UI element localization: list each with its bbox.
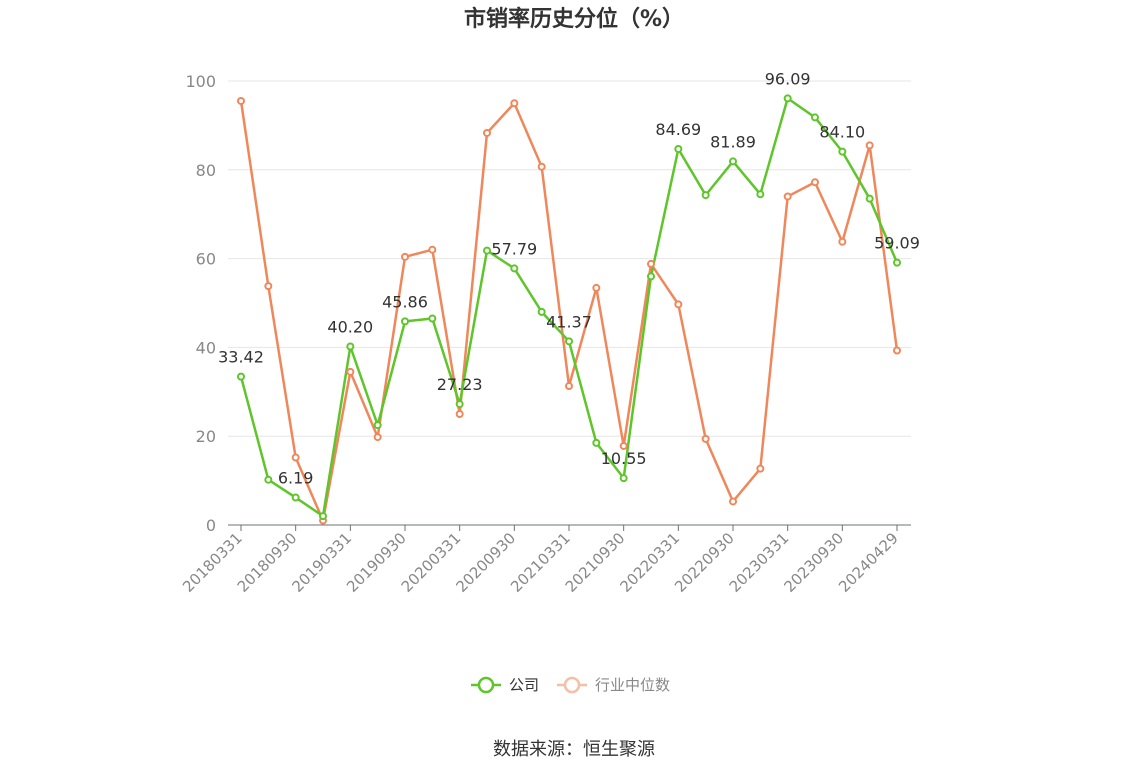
y-tick-label: 40 [196,338,216,357]
data-point[interactable] [619,441,628,450]
data-point[interactable] [647,259,655,268]
legend-item[interactable]: 行业中位数 [557,676,670,694]
data-point[interactable] [811,113,819,122]
data-point[interactable] [592,438,601,447]
data-label: 27.23 [437,375,483,394]
y-tick-label: 20 [196,427,216,446]
data-point[interactable] [319,512,327,521]
legend-label: 行业中位数 [595,676,670,694]
data-point[interactable] [838,147,847,156]
data-point[interactable] [592,283,601,292]
data-label: 33.42 [218,348,264,367]
data-point[interactable] [455,410,464,418]
data-point[interactable] [428,314,437,323]
data-point[interactable] [428,245,437,254]
data-point[interactable] [729,157,737,166]
data-point[interactable] [647,272,655,281]
data-point[interactable] [401,317,409,326]
data-label: 41.37 [546,312,592,331]
data-label: 40.20 [327,318,373,337]
data-label: 57.79 [491,239,537,258]
data-label: 45.86 [382,292,428,311]
data-point[interactable] [346,367,355,376]
data-point[interactable] [373,421,382,430]
y-axis: 0 20 40 60 80 100 [185,72,216,535]
series-points [237,94,901,525]
legend-marker [477,676,495,694]
series-line [239,97,899,518]
data-label: 84.10 [819,123,865,142]
data-point[interactable] [510,264,519,273]
data-point[interactable] [264,282,273,291]
data-point[interactable] [537,307,546,316]
data-point[interactable] [373,433,382,442]
data-label: 10.55 [601,449,647,468]
data-point[interactable] [783,192,792,201]
data-point[interactable] [291,453,300,462]
legend-label: 公司 [509,676,539,694]
data-point[interactable] [264,475,273,484]
x-axis: 2018033120180930201903312019093020200331… [179,524,911,596]
data-point[interactable] [346,342,355,351]
data-label: 96.09 [765,69,811,88]
data-point[interactable] [893,258,901,267]
data-point[interactable] [865,194,874,203]
y-tick-label: 100 [185,72,216,91]
legend[interactable]: 公司 行业中位数 [471,676,670,694]
data-point[interactable] [674,300,683,309]
x-tick-label: 20240429 [835,529,902,596]
data-point[interactable] [237,96,245,105]
chart-title: 市销率历史分位（%） [464,6,684,32]
data-point[interactable] [756,464,765,473]
data-point[interactable] [701,191,710,200]
data-label: 81.89 [710,132,756,151]
legend-item[interactable]: 公司 [471,676,539,694]
series-lines [239,97,899,522]
data-point[interactable] [865,141,874,150]
data-point[interactable] [483,246,491,255]
data-point[interactable] [811,178,819,187]
y-tick-label: 0 [206,516,216,535]
y-tick-label: 80 [196,161,216,180]
data-label: 59.09 [874,234,920,253]
data-point[interactable] [455,400,464,409]
data-point[interactable] [783,94,792,103]
y-tick-label: 60 [196,250,216,269]
data-point[interactable] [537,162,546,171]
data-point[interactable] [510,99,519,108]
data-point[interactable] [756,190,765,199]
data-point[interactable] [291,493,300,502]
data-point[interactable] [838,237,847,246]
data-label: 6.19 [278,469,314,488]
data-point[interactable] [401,252,409,261]
legend-marker [563,676,581,694]
data-point[interactable] [565,337,573,346]
data-point[interactable] [701,434,710,443]
data-point[interactable] [674,144,683,153]
data-label: 84.69 [655,120,701,139]
data-point[interactable] [893,346,901,355]
data-point[interactable] [729,497,737,506]
data-labels: 33.42 6.19 40.20 45.86 27.23 57.79 41.37 10.55 8… [218,69,920,487]
data-point[interactable] [619,474,628,483]
data-point[interactable] [237,372,245,381]
data-point[interactable] [483,128,491,137]
data-point[interactable] [565,382,573,391]
source-note: 数据来源：恒生聚源 [493,739,655,760]
series-line [239,100,899,522]
grid-lines [228,80,911,437]
